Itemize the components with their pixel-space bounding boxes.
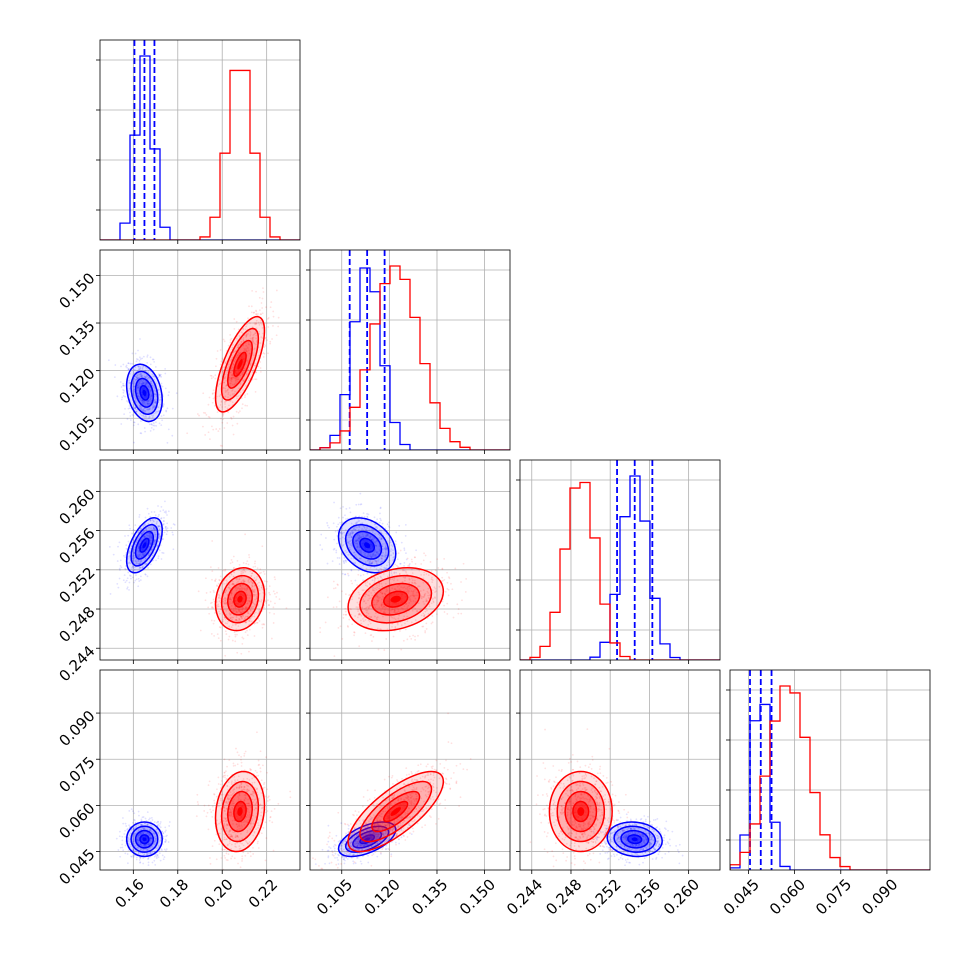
- y-tick-label: 0.150: [55, 269, 98, 312]
- panel-frame: [99, 459, 301, 661]
- y-tick-label: 0.248: [55, 603, 98, 646]
- x-tick-label: 0.22: [245, 875, 281, 911]
- y-tick-label: 0.105: [55, 412, 98, 455]
- x-tick-label: 0.120: [361, 875, 404, 918]
- histogram-series: [310, 265, 510, 450]
- x-tick-label: 0.075: [812, 875, 855, 918]
- density-contour: [631, 837, 638, 842]
- panel-0-0: [96, 39, 301, 244]
- histogram-series: [730, 703, 930, 870]
- x-tick-label: 0.045: [720, 875, 763, 918]
- histogram-series: [100, 55, 300, 240]
- panel-frame: [309, 249, 511, 451]
- panel-2-1: [306, 459, 511, 664]
- x-tick-label: 0.18: [156, 875, 192, 911]
- panel-frame: [729, 669, 931, 871]
- density-contour: [577, 807, 585, 816]
- density-contour: [237, 807, 243, 816]
- x-tick-label: 0.16: [111, 875, 147, 911]
- density-contour: [142, 389, 147, 397]
- x-tick-label: 0.256: [621, 875, 664, 918]
- panel-2-2: [516, 459, 721, 664]
- panel-background: [310, 670, 510, 870]
- x-tick-label: 0.244: [503, 875, 546, 918]
- x-tick-label: 0.260: [660, 875, 703, 918]
- density-contour: [142, 837, 147, 842]
- y-tick-label: 0.260: [55, 485, 98, 528]
- y-tick-label: 0.252: [55, 564, 98, 607]
- panel-frame: [309, 459, 511, 661]
- panel-frame: [309, 669, 511, 871]
- y-tick-label: 0.256: [55, 524, 98, 567]
- histogram-series: [520, 475, 720, 660]
- y-tick-label: 0.244: [55, 642, 98, 685]
- panel-frame: [519, 459, 721, 661]
- histogram-series: [520, 481, 720, 660]
- y-tick-label: 0.075: [55, 753, 98, 796]
- density-contour: [364, 542, 371, 549]
- x-tick-label: 0.20: [200, 875, 236, 911]
- x-tick-label: 0.060: [766, 875, 809, 918]
- density-contour: [142, 542, 147, 549]
- histogram-series: [730, 685, 930, 870]
- y-tick-label: 0.060: [55, 799, 98, 842]
- panel-background: [310, 460, 510, 660]
- x-tick-label: 0.105: [313, 875, 356, 918]
- panel-frame: [99, 249, 301, 451]
- histogram-series: [100, 69, 300, 240]
- x-tick-label: 0.090: [858, 875, 901, 918]
- y-tick-label: 0.135: [55, 317, 98, 360]
- density-contour: [237, 595, 243, 603]
- panel-3-3: 0.045 0.060 0.075 0.090: [720, 669, 931, 919]
- density-contour: [390, 595, 401, 603]
- density-contour: [363, 837, 371, 842]
- density-contour: [390, 807, 401, 816]
- x-tick-label: 0.248: [542, 875, 585, 918]
- y-tick-label: 0.045: [55, 845, 98, 888]
- panel-1-1: [306, 249, 511, 454]
- y-tick-label: 0.120: [55, 364, 98, 407]
- panel-frame: [99, 39, 301, 241]
- panel-3-1: 0.105 0.120 0.135 0.150: [306, 669, 511, 919]
- panel-frame: [519, 669, 721, 871]
- x-tick-label: 0.252: [582, 875, 625, 918]
- y-tick-label: 0.090: [55, 707, 98, 750]
- density-contour: [237, 359, 243, 370]
- panel-background: [520, 670, 720, 870]
- x-tick-label: 0.150: [456, 875, 499, 918]
- x-tick-label: 0.135: [408, 875, 451, 918]
- panel-frame: [99, 669, 301, 871]
